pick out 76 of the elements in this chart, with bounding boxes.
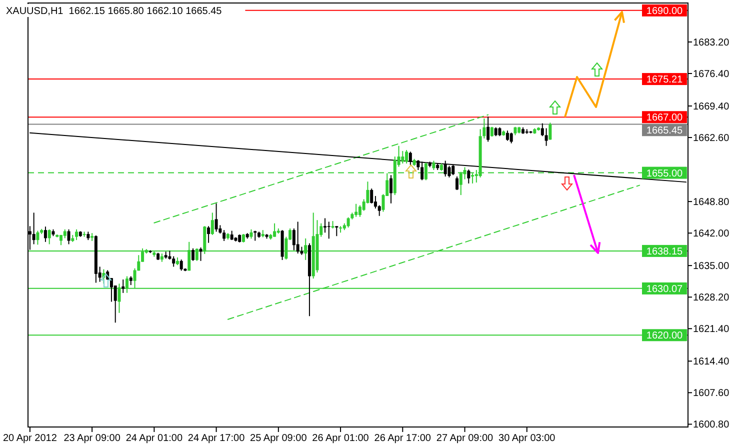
x-tick-label: 24 Apr 17:00 <box>188 433 246 444</box>
y-tick-label: 1683.20 <box>693 37 730 48</box>
candlestick <box>548 122 552 140</box>
candlestick <box>486 116 490 142</box>
candlestick <box>540 122 544 137</box>
candlestick <box>456 176 458 190</box>
candlestick <box>432 160 436 170</box>
candlestick <box>510 132 513 144</box>
candlestick <box>199 246 202 262</box>
candlestick <box>390 174 392 204</box>
candlestick <box>327 221 330 240</box>
candlestick <box>354 203 358 218</box>
ref-line-label: 1630.07 <box>646 284 684 295</box>
chart-title: XAUUSD,H1 1662.15 1665.80 1662.10 1665.45 <box>6 6 222 17</box>
x-tick-label: 24 Apr 01:00 <box>126 433 183 444</box>
candlestick <box>214 202 218 232</box>
candlestick <box>405 150 408 164</box>
candlestick <box>452 164 455 176</box>
ref-line-label: 1638.15 <box>646 246 684 258</box>
candlestick <box>292 228 296 251</box>
x-tick-label: 25 Apr 09:00 <box>250 433 308 444</box>
candlestick <box>250 228 253 240</box>
y-tick-label: 1621.40 <box>693 324 730 336</box>
candlestick <box>401 150 404 164</box>
candlestick <box>44 226 47 242</box>
x-tick-label: 26 Apr 01:00 <box>312 433 370 444</box>
candlestick <box>358 204 362 218</box>
candlestick <box>467 169 470 184</box>
candlestick <box>36 230 40 246</box>
candlestick <box>408 151 412 166</box>
y-tick-label: 1648.80 <box>693 197 730 208</box>
candlestick <box>172 256 176 268</box>
ref-line-label: 1690.00 <box>646 6 684 17</box>
candlestick <box>370 188 374 204</box>
x-tick-label: 26 Apr 17:00 <box>374 433 432 444</box>
y-tick-label: 1662.60 <box>693 133 730 144</box>
candlestick <box>180 259 183 272</box>
x-tick-label: 20 Apr 2012 <box>2 433 58 444</box>
candlestick <box>335 226 338 237</box>
y-tick-label: 1635.00 <box>693 261 730 272</box>
y-tick-label: 1628.20 <box>693 292 730 304</box>
candlestick <box>416 160 420 170</box>
candlestick <box>67 228 70 245</box>
ref-line-label: 1665.45 <box>646 126 684 137</box>
candlestick <box>210 212 214 236</box>
candlestick <box>230 230 234 241</box>
candlestick <box>122 278 125 294</box>
ref-line-label: 1620.00 <box>646 330 684 342</box>
candlestick <box>48 228 51 245</box>
candlestick <box>222 230 226 242</box>
ref-line-label: 1675.21 <box>646 74 684 86</box>
candlestick <box>324 218 326 234</box>
y-tick-label: 1607.60 <box>693 388 730 400</box>
candlestick <box>32 212 36 245</box>
x-tick-label: 23 Apr 09:00 <box>64 433 121 444</box>
y-tick-label: 1676.40 <box>693 69 730 80</box>
candlestick <box>82 231 86 238</box>
candlestick <box>444 160 447 177</box>
x-tick-label: 27 Apr 09:00 <box>436 433 494 444</box>
y-tick-label: 1642.00 <box>693 228 730 240</box>
x-tick-label: 30 Apr 03:00 <box>498 433 556 444</box>
y-tick-label: 1600.80 <box>693 420 730 431</box>
y-tick-label: 1614.40 <box>693 356 730 368</box>
y-tick-label: 1669.40 <box>693 101 730 112</box>
candlestick <box>346 216 350 228</box>
candlestick <box>273 222 276 238</box>
ref-line-label: 1667.00 <box>646 112 684 124</box>
ref-line-label: 1655.00 <box>646 168 684 180</box>
candlestick <box>506 130 509 142</box>
candlestick <box>75 228 78 241</box>
candlestick <box>207 226 210 244</box>
candlestick <box>544 128 548 146</box>
candlestick <box>192 248 194 262</box>
candlestick <box>378 204 381 216</box>
candlestick <box>296 221 300 254</box>
candlestick <box>490 126 494 138</box>
